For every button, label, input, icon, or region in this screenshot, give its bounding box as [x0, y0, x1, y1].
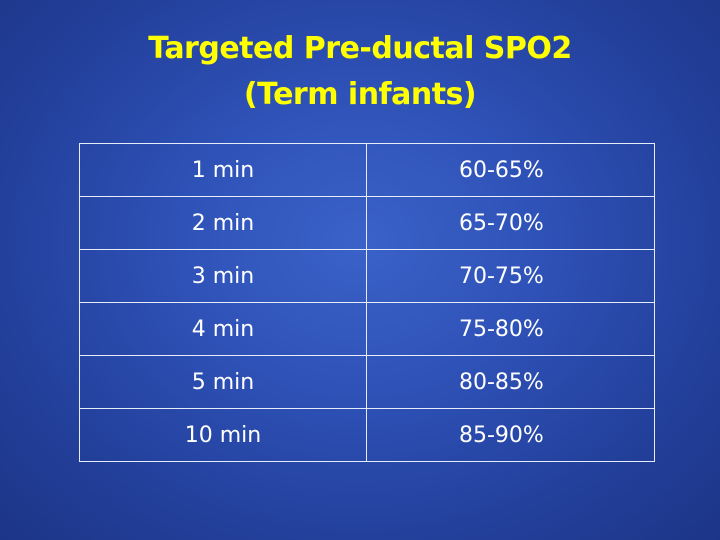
time-cell: 10 min: [79, 408, 367, 462]
time-cell: 3 min: [79, 249, 367, 303]
spo2-target-table: 1 min 60-65% 2 min 65-70% 3 min 70-75% 4…: [79, 143, 655, 462]
spo2-range-cell: 60-65%: [366, 143, 655, 197]
time-cell: 1 min: [79, 143, 367, 197]
spo2-range-cell: 80-85%: [366, 355, 655, 409]
time-cell: 2 min: [79, 196, 367, 250]
time-cell: 4 min: [79, 302, 367, 356]
time-cell: 5 min: [79, 355, 367, 409]
table-row: 5 min 80-85%: [79, 355, 655, 409]
spo2-range-cell: 70-75%: [366, 249, 655, 303]
slide-title-line-2: (Term infants): [243, 77, 477, 112]
table-row: 10 min 85-90%: [79, 408, 655, 462]
spo2-range-cell: 65-70%: [366, 196, 655, 250]
spo2-range-cell: 85-90%: [366, 408, 655, 462]
table-row: 4 min 75-80%: [79, 302, 655, 356]
slide-title-line-1: Targeted Pre-ductal SPO2: [148, 31, 572, 66]
table-row: 2 min 65-70%: [79, 196, 655, 250]
table-row: 1 min 60-65%: [79, 143, 655, 197]
slide-title: Targeted Pre-ductal SPO2 (Term infants): [0, 26, 720, 118]
spo2-range-cell: 75-80%: [366, 302, 655, 356]
table-row: 3 min 70-75%: [79, 249, 655, 303]
